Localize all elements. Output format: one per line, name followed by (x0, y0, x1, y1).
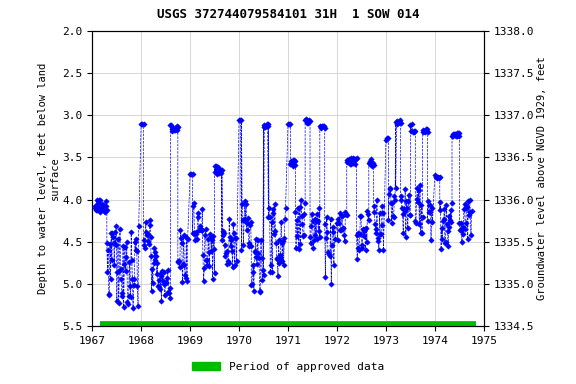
Legend: Period of approved data: Period of approved data (188, 358, 388, 377)
Y-axis label: Groundwater level above NGVD 1929, feet: Groundwater level above NGVD 1929, feet (537, 57, 547, 300)
Y-axis label: Depth to water level, feet below land
surface: Depth to water level, feet below land su… (38, 63, 59, 294)
Text: USGS 372744079584101 31H  1 SOW 014: USGS 372744079584101 31H 1 SOW 014 (157, 8, 419, 21)
